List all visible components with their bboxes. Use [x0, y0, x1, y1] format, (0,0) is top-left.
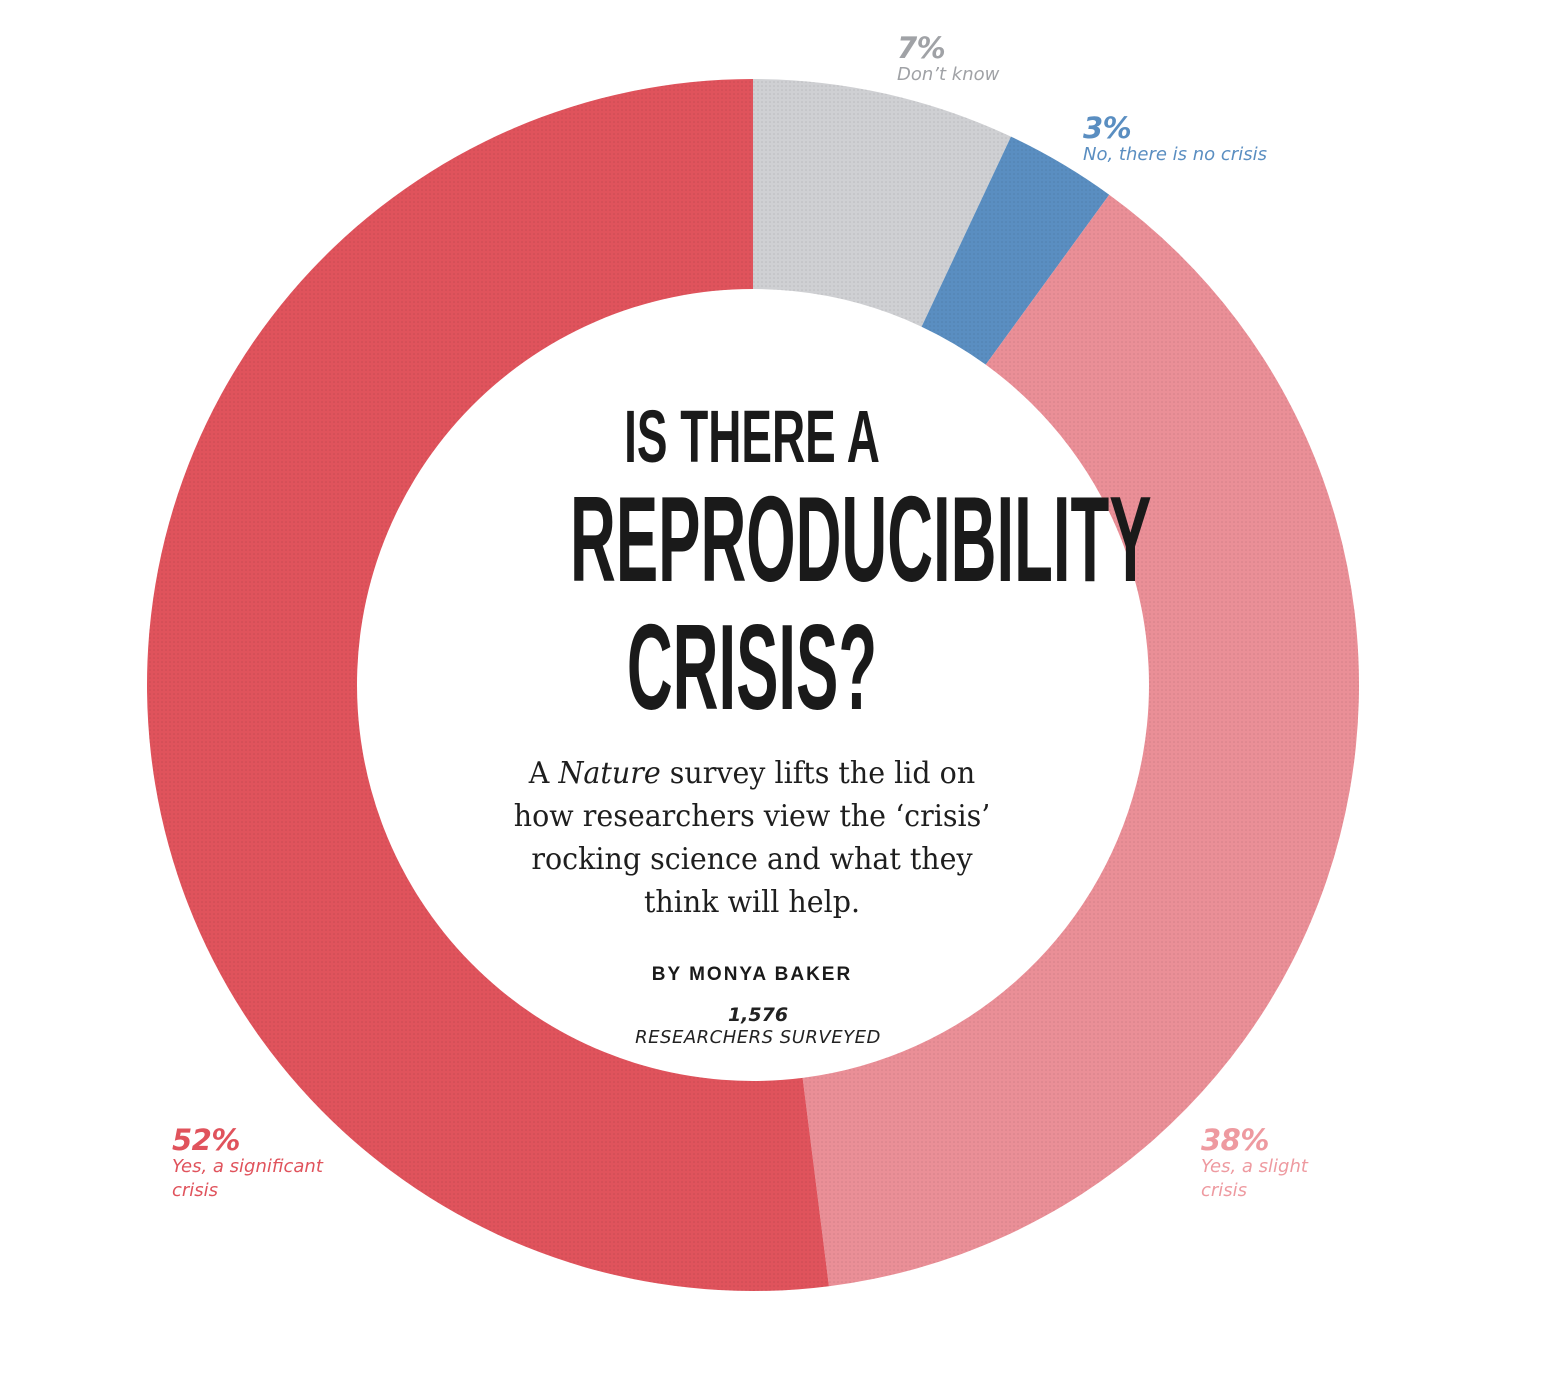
respondents-label: RESEARCHERS SURVEYED — [635, 1027, 881, 1048]
subtitle: A Nature survey lifts the lid on how res… — [467, 752, 1037, 924]
respondents-total: 1,576 RESEARCHERS SURVEYED — [558, 1004, 958, 1050]
subtitle-line-3: rocking science and what they — [531, 842, 973, 877]
byline: BY MONYA BAKER — [651, 964, 853, 985]
label-dont-know: 7% Don’t know — [897, 34, 999, 87]
donut-segment-significant-texture — [147, 79, 829, 1291]
title-line-3: CRISIS? — [626, 599, 878, 735]
slight-crisis-percent: 38% — [1201, 1123, 1269, 1157]
subtitle-lead: A — [528, 756, 559, 791]
slight-crisis-description: Yes, a slight crisis — [1201, 1156, 1308, 1201]
donut-segment-slight-texture — [802, 194, 1360, 1287]
dont-know-percent: 7% — [897, 31, 946, 65]
significant-crisis-description: Yes, a significant crisis — [172, 1156, 323, 1201]
subtitle-line-1-rest: survey lifts the lid on — [660, 756, 976, 791]
label-significant-crisis: 52% Yes, a significant crisis — [172, 1126, 323, 1203]
label-slight-crisis: 38% Yes, a slight crisis — [1201, 1126, 1308, 1203]
donut-segment-dont-know-texture — [753, 79, 1012, 327]
respondents-count: 1,576 — [727, 1004, 789, 1026]
subtitle-line-4: think will help. — [643, 885, 861, 920]
label-no-crisis: 3% No, there is no crisis — [1083, 114, 1267, 167]
subtitle-line-2: how researchers view the ‘crisis’ — [513, 799, 991, 834]
title-line-1: IS THERE A — [624, 395, 880, 478]
significant-crisis-percent: 52% — [172, 1123, 240, 1157]
title-line-2: REPRODUCIBILITY — [570, 471, 1152, 607]
dont-know-description: Don’t know — [897, 64, 1000, 85]
donut-segment-no-crisis-texture — [921, 136, 1110, 365]
no-crisis-description: No, there is no crisis — [1083, 144, 1267, 165]
subtitle-publication: Nature — [558, 756, 661, 791]
no-crisis-percent: 3% — [1083, 111, 1132, 145]
